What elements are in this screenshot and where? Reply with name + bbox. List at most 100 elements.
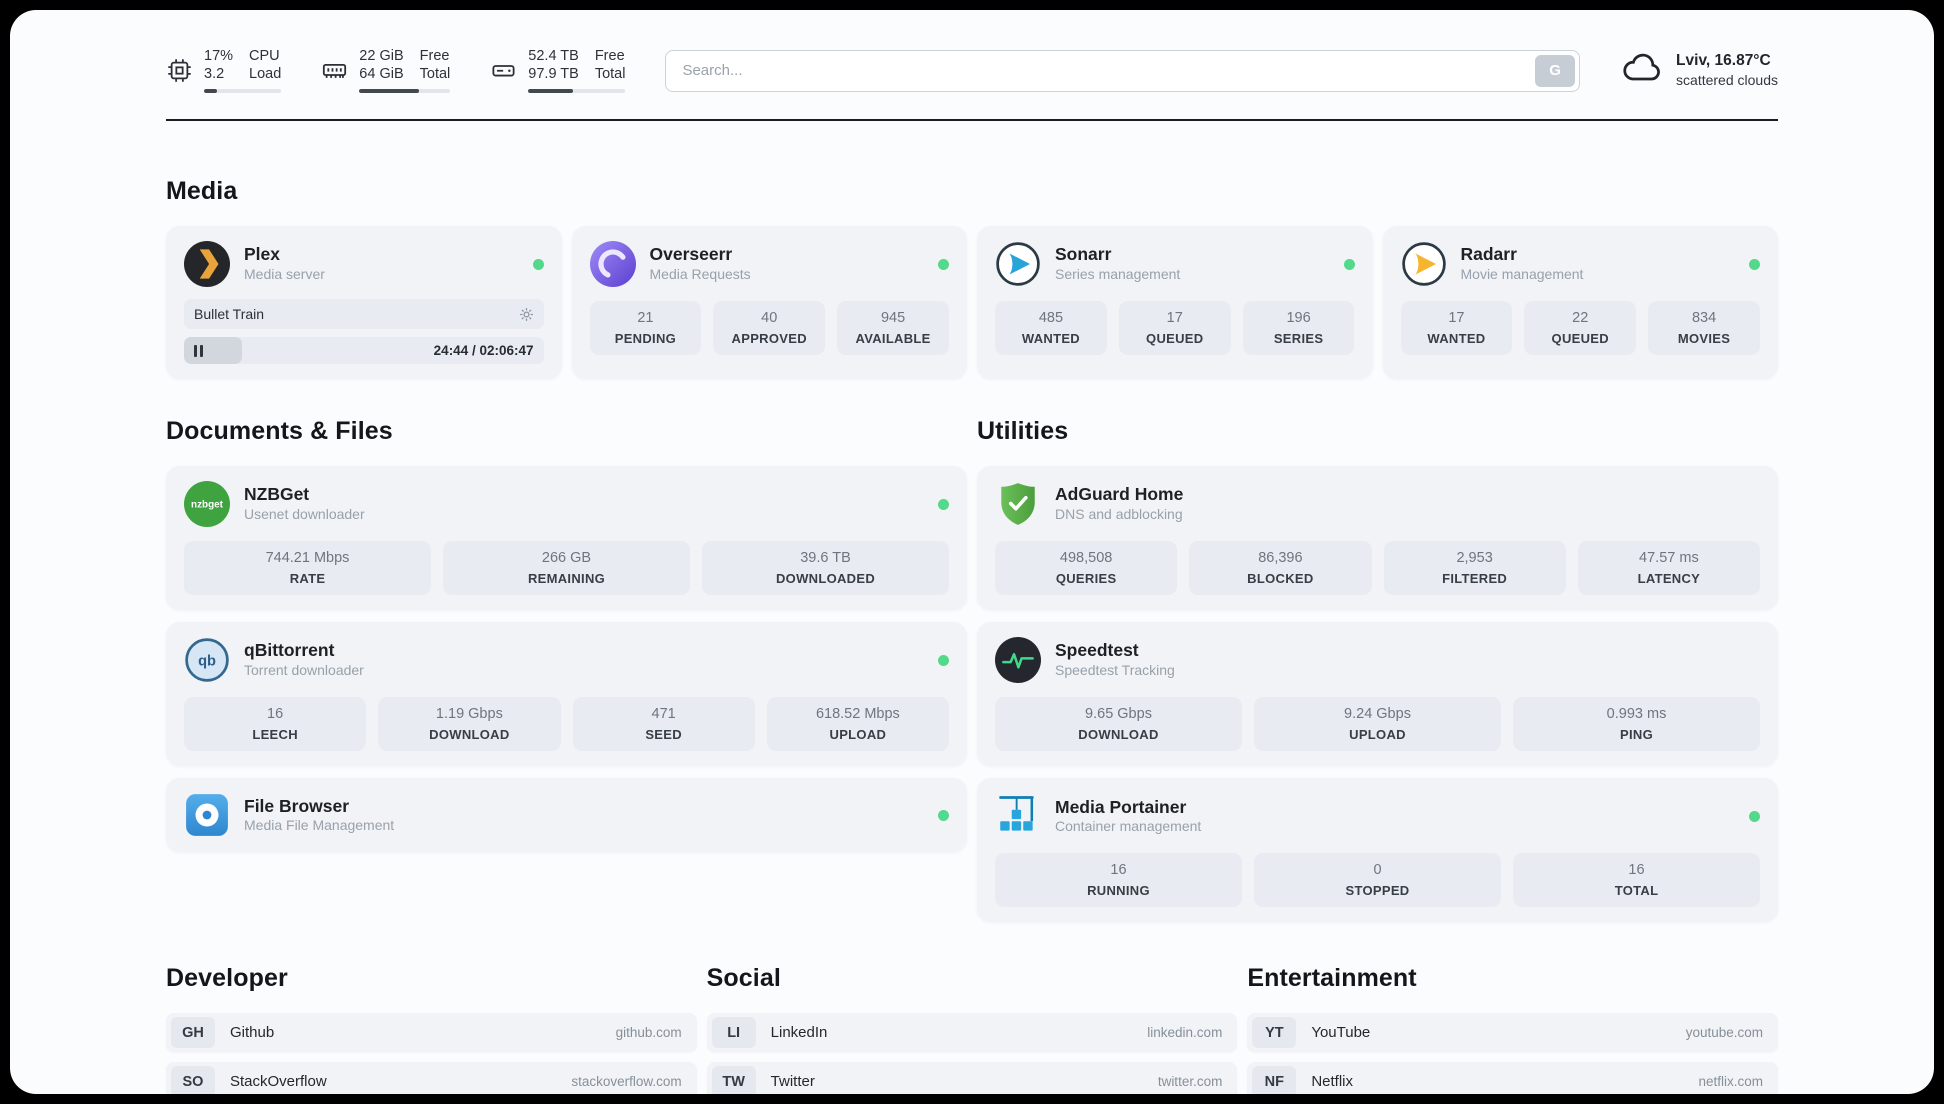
app-name: Overseerr [649,244,733,265]
app-card-portainer[interactable]: Media Portainer Container management 16 … [977,778,1778,923]
app-name: File Browser [244,795,350,816]
stat-wanted: 485 WANTED [995,301,1107,356]
section-documents: Documents & Files nzbget [166,417,967,922]
search-input[interactable] [665,49,1581,92]
adguard-icon [995,481,1041,527]
bookmark-url: netflix.com [1698,1074,1763,1090]
bookmark-twitter[interactable]: TW Twitter twitter.com [706,1062,1238,1094]
status-dot [938,258,949,270]
top-bar: 17% 3.2 CPU Load [166,46,1778,95]
section-title-developer: Developer [166,964,288,993]
app-card-radarr[interactable]: Radarr Movie management 17 WANTED 22 QUE… [1382,226,1778,379]
app-card-overseerr[interactable]: Overseerr Media Requests 21 PENDING 40 A… [571,226,967,379]
app-card-plex[interactable]: Plex Media server Bullet Train [166,226,562,379]
now-playing-row: Bullet Train [184,299,544,329]
status-dot [938,498,949,510]
stat-downloaded: 39.6 TB DOWNLOADED [702,541,949,596]
stat-queued: 22 QUEUED [1524,301,1637,356]
bookmark-github[interactable]: GH Github github.com [166,1013,697,1053]
ram-total-label: Total [419,66,451,82]
sonarr-icon [995,241,1041,287]
speedtest-icon [995,637,1041,684]
ram-total: 64 GiB [359,66,404,82]
section-title-utilities: Utilities [977,417,1069,445]
app-subtitle: Usenet downloader [244,506,365,523]
bookmark-stackoverflow[interactable]: SO StackOverflow stackoverflow.com [166,1062,697,1094]
bookmark-netflix[interactable]: NF Netflix netflix.com [1247,1062,1778,1094]
app-subtitle: DNS and adblocking [1055,506,1183,523]
app-name: Plex [244,244,280,265]
bookmark-url: linkedin.com [1147,1025,1223,1041]
weather-location: Lviv, 16.87°C [1676,52,1771,70]
search-engine-button[interactable]: G [1535,54,1576,87]
stat-remaining: 266 GB REMAINING [443,541,690,596]
section-title-entertainment: Entertainment [1247,964,1417,993]
playback-time: 24:44 / 02:06:47 [433,343,534,358]
playback-bar[interactable]: 24:44 / 02:06:47 [184,337,544,364]
stat-pending: 21 PENDING [589,301,702,356]
ram-free-label: Free [419,48,450,65]
app-card-adguard[interactable]: AdGuard Home DNS and adblocking 498,508 … [977,466,1778,611]
pause-icon[interactable] [194,344,203,357]
bookmark-abbr: YT [1252,1017,1297,1049]
cpu-load-avg: 3.2 [204,66,225,82]
status-dot [1749,810,1760,822]
ram-progress-bar [359,88,451,93]
system-monitors: 17% 3.2 CPU Load [166,48,626,93]
bookmark-abbr: SO [171,1066,215,1094]
section-social: Social LI LinkedIn linkedin.com TW Twitt… [706,964,1238,1094]
cloud-icon [1620,46,1664,95]
app-name: NZBGet [244,484,310,505]
app-card-nzbget[interactable]: nzbget NZBGet Usenet downloader 74 [166,466,967,611]
stat-series: 196 SERIES [1242,301,1355,356]
app-card-filebrowser[interactable]: File Browser Media File Management [166,778,967,853]
section-media: Media Plex Media server [166,177,1778,379]
app-card-qbittorrent[interactable]: qb qBittorrent Torrent downloader [166,622,967,767]
now-playing-title: Bullet Train [194,306,265,322]
app-card-sonarr[interactable]: Sonarr Series management 485 WANTED 17 Q… [977,226,1373,379]
status-dot [532,258,544,270]
section-entertainment: Entertainment YT YouTube youtube.com NF … [1247,964,1778,1094]
app-subtitle: Media server [244,266,325,283]
bookmark-linkedin[interactable]: LI LinkedIn linkedin.com [706,1013,1238,1053]
disk-progress-bar [528,88,626,93]
app-subtitle: Torrent downloader [244,662,364,679]
disk-free-label: Free [594,48,625,65]
bookmark-name: StackOverflow [230,1073,327,1091]
bookmark-name: LinkedIn [770,1024,828,1042]
app-name: AdGuard Home [1055,484,1184,505]
search-bar: G [665,49,1581,92]
stat-download: 1.19 Gbps DOWNLOAD [378,697,561,752]
section-title-social: Social [706,964,781,993]
section-title-media: Media [166,177,238,205]
gear-icon[interactable] [519,307,534,322]
ram-monitor: 22 GiB 64 GiB Free Total [321,48,451,93]
cpu-monitor: 17% 3.2 CPU Load [166,48,282,93]
stat-total: 16 TOTAL [1513,853,1760,908]
bookmark-abbr: LI [711,1017,756,1049]
stat-wanted: 17 WANTED [1400,301,1513,356]
app-subtitle: Series management [1055,266,1181,283]
disk-icon [490,57,517,84]
stat-queries: 498,508 QUERIES [995,541,1178,596]
plex-icon [184,241,230,287]
app-card-speedtest[interactable]: Speedtest Speedtest Tracking 9.65 Gbps D… [977,622,1778,767]
qbittorrent-icon: qb [184,637,230,683]
bookmark-url: youtube.com [1685,1025,1763,1041]
stat-blocked: 86,396 BLOCKED [1189,541,1372,596]
section-utilities: Utilities [977,417,1778,923]
status-dot [938,654,949,666]
stat-movies: 834 MOVIES [1648,301,1760,356]
nzbget-icon: nzbget [184,481,230,527]
header-divider [166,119,1778,121]
overseerr-icon [589,241,636,287]
section-developer: Developer GH Github github.com SO StackO… [166,964,697,1094]
bookmark-youtube[interactable]: YT YouTube youtube.com [1247,1013,1778,1053]
stat-ping: 0.993 ms PING [1513,697,1760,752]
stat-stopped: 0 STOPPED [1254,853,1501,908]
stat-leech: 16 LEECH [184,697,367,752]
app-subtitle: Media Requests [649,266,751,283]
app-name: Radarr [1460,244,1517,265]
weather-widget: Lviv, 16.87°C scattered clouds [1620,46,1778,95]
weather-condition: scattered clouds [1676,72,1778,89]
